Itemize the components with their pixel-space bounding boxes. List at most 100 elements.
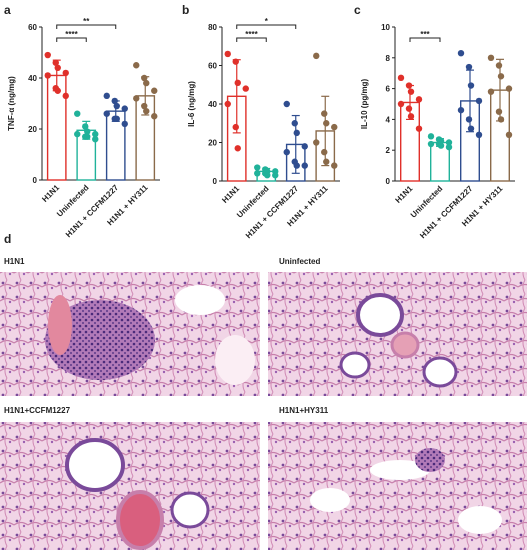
data-point xyxy=(103,110,110,117)
significance-label: **** xyxy=(245,30,258,39)
data-point xyxy=(62,69,69,77)
data-point xyxy=(141,74,148,82)
data-point xyxy=(84,133,91,140)
histology-image xyxy=(268,272,527,396)
y-tick-label: 20 xyxy=(208,139,217,148)
data-point xyxy=(62,92,69,100)
panel-label: d xyxy=(4,232,11,246)
data-point xyxy=(111,97,118,105)
data-point xyxy=(323,120,330,127)
data-point xyxy=(44,72,51,79)
y-tick-label: 2 xyxy=(386,146,391,155)
y-axis-label: IL-10 (pg/mg) xyxy=(360,79,369,130)
data-point xyxy=(397,74,405,82)
data-point xyxy=(467,125,475,132)
data-point xyxy=(224,100,231,108)
data-point xyxy=(445,143,453,151)
significance-bracket xyxy=(236,24,297,29)
data-point xyxy=(254,170,261,177)
data-point xyxy=(264,172,271,179)
data-point xyxy=(151,87,158,94)
data-point xyxy=(331,162,338,169)
image-label: H1N1+HY311 xyxy=(279,406,329,415)
x-tick-label: H1N1 xyxy=(220,184,241,205)
y-axis-label: TNF-α (ng/mg) xyxy=(7,76,16,131)
data-point xyxy=(445,139,453,146)
panel-label: b xyxy=(182,3,189,17)
data-point xyxy=(113,115,120,123)
data-point xyxy=(301,162,308,169)
data-point xyxy=(505,131,513,138)
data-point xyxy=(84,128,91,135)
y-tick-label: 60 xyxy=(208,62,217,71)
image-label: H1N1+CCFM1227 xyxy=(4,406,71,415)
data-point xyxy=(272,172,279,179)
data-point xyxy=(52,59,59,66)
y-axis-label: IL-6 (ng/mg) xyxy=(187,81,196,127)
data-point xyxy=(457,106,465,114)
data-point xyxy=(224,50,231,58)
y-tick-label: 0 xyxy=(386,177,391,186)
data-point xyxy=(103,92,110,100)
data-point xyxy=(465,63,473,71)
data-point xyxy=(151,113,158,120)
data-point xyxy=(467,82,475,89)
data-point xyxy=(407,88,415,95)
data-point xyxy=(113,102,120,110)
data-point xyxy=(405,105,413,112)
data-point xyxy=(133,62,140,69)
data-point xyxy=(505,85,513,92)
data-point xyxy=(415,125,423,132)
data-point xyxy=(407,113,415,120)
y-tick-label: 40 xyxy=(208,100,217,109)
significance-label: * xyxy=(265,17,269,26)
data-point xyxy=(495,62,503,69)
data-point xyxy=(321,110,328,117)
data-point xyxy=(283,100,290,108)
data-point xyxy=(497,73,505,80)
y-tick-label: 40 xyxy=(28,74,37,83)
data-point xyxy=(475,97,483,105)
data-point xyxy=(143,107,150,115)
data-point xyxy=(234,145,241,152)
data-point xyxy=(465,116,473,123)
data-point xyxy=(44,51,51,59)
data-point xyxy=(74,110,81,117)
data-point xyxy=(82,123,89,130)
panel-label: a xyxy=(4,3,11,17)
y-tick-label: 6 xyxy=(386,85,391,94)
data-point xyxy=(437,142,445,149)
data-point xyxy=(313,52,320,60)
x-tick-label: H1N1 + CCFM1227 xyxy=(64,183,121,240)
data-point xyxy=(232,58,239,65)
data-point xyxy=(74,130,81,138)
data-point xyxy=(457,49,465,57)
significance-bracket xyxy=(56,37,87,42)
histology-image xyxy=(268,422,527,550)
data-point xyxy=(427,133,435,140)
data-point xyxy=(321,148,328,156)
data-point xyxy=(497,116,505,123)
x-tick-label: H1N1 + CCFM1227 xyxy=(418,184,475,241)
data-point xyxy=(141,102,148,110)
histology-image xyxy=(0,272,260,396)
x-tick-label: H1N1 xyxy=(394,184,415,205)
data-point xyxy=(293,162,300,169)
data-point xyxy=(54,87,61,94)
data-point xyxy=(397,100,405,108)
panel-label: c xyxy=(354,3,361,17)
significance-bracket xyxy=(409,37,441,42)
y-tick-label: 8 xyxy=(386,54,391,63)
data-point xyxy=(254,164,261,171)
y-tick-label: 10 xyxy=(381,23,390,32)
data-point xyxy=(323,158,330,165)
significance-label: **** xyxy=(65,30,78,39)
data-point xyxy=(331,123,338,131)
y-tick-label: 4 xyxy=(386,115,391,124)
data-point xyxy=(54,64,61,72)
x-tick-label: H1N1 + CCFM1227 xyxy=(244,184,301,241)
data-point xyxy=(234,79,241,87)
data-point xyxy=(283,148,290,156)
data-point xyxy=(232,123,239,131)
